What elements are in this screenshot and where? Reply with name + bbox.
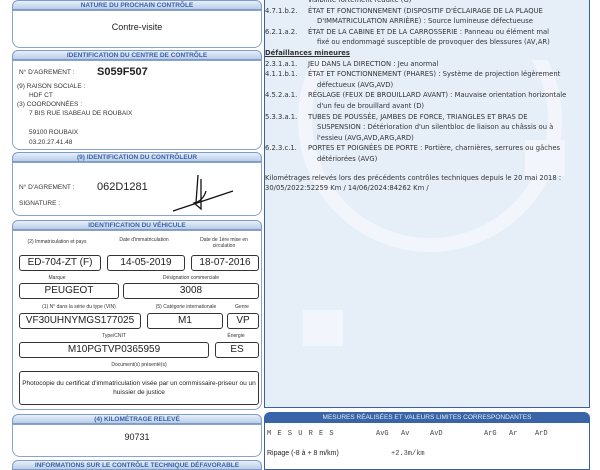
type-label: Type/CNIT	[102, 333, 126, 339]
center-box: N° D'AGREMENT : S059F507 (9) RAISON SOCI…	[12, 60, 262, 150]
defect-text: 30/05/2022:52259 Km / 14/06/2024:84262 K…	[265, 184, 429, 193]
defect-text: d'un feu de brouillard avant (D)	[317, 102, 425, 110]
center-agrement: S059F507	[97, 66, 148, 78]
defect-code: 6.2.1.a.2.	[265, 27, 298, 36]
energie-field: ES	[215, 342, 259, 358]
next-control-header: NATURE DU PROCHAIN CONTRÔLE	[12, 0, 262, 10]
measures-title: M E S U R E S	[267, 430, 335, 438]
designation-field: 3008	[123, 283, 259, 299]
defect-text: Défaillances mineures	[265, 49, 350, 57]
mileage-header: (4) KILOMÉTRAGE RELEVÉ	[12, 414, 262, 424]
ripage-value: +2.3m/km	[391, 450, 425, 458]
mileage-box: 90731	[12, 424, 262, 457]
defect-text: ÉTAT ET FONCTIONNEMENT (DISPOSITIF D'ÉCL…	[308, 6, 543, 15]
col-ar: Ar	[509, 430, 518, 438]
vehicle-box: (2) Immatriculation et pays Date d'immat…	[12, 230, 262, 410]
date-first-label: Date de 1ère mise en circulation	[200, 237, 248, 249]
address: 7 BIS RUE ISABEAU DE ROUBAIX	[29, 110, 133, 117]
defect-text: RÉGLAGE (FEUX DE BROUILLARD AVANT) : Mau…	[308, 91, 567, 100]
mileage-value: 90731	[124, 432, 150, 442]
defect-text: D'IMMATRICULATION ARRIÈRE) : Source lumi…	[317, 17, 533, 26]
docs-label: Document(s) présenté(s)	[111, 362, 167, 368]
defect-code: 5.3.3.a.1.	[265, 112, 298, 121]
energie-label: Énergie	[227, 333, 245, 339]
defect-text: visibilité fortement réduite (G)	[308, 0, 412, 4]
defect-code: 2.3.1.a.1.	[265, 59, 298, 68]
center-agrement-label: N° D'AGREMENT :	[19, 69, 75, 76]
col-arg: ArG	[484, 430, 497, 438]
date-immat-field: 14-05-2019	[107, 255, 185, 271]
immat-field: ED-704-ZT (F)	[19, 255, 101, 271]
defect-text: TUBES DE POUSSÉE, JAMBES DE FORCE, TRIAN…	[308, 112, 528, 121]
next-control-box: Contre-visite	[12, 10, 262, 48]
defect-text: SUSPENSION : Détérioration d'un silentbl…	[317, 123, 554, 132]
watermark-logo	[298, 60, 565, 346]
phone: 03.20.27.41.48	[29, 139, 73, 146]
controller-agrement-label: N° D'AGREMENT :	[19, 184, 75, 191]
unfavorable-header: INFORMATIONS SUR LE CONTRÔLE TECHNIQUE D…	[12, 460, 262, 470]
genre-label: Genre	[235, 304, 249, 310]
defect-text: l'essieu (AVG,AVD,ARG,ARD)	[317, 133, 414, 142]
defect-text: fixé ou endommagé susceptible de provoqu…	[317, 38, 550, 47]
vin-field: VF30UHNYMGS177025	[19, 313, 141, 329]
vehicle-header: IDENTIFICATION DU VÉHICULE	[12, 220, 262, 230]
defect-text: détériorées (AVG)	[317, 155, 378, 163]
col-avd: AvD	[430, 430, 443, 438]
city: 59100 ROUBAIX	[29, 129, 79, 136]
raison-label: (9) RAISON SOCIALE :	[17, 83, 86, 90]
type-field: M10PGTVP0365959	[19, 342, 209, 358]
col-av: Av	[401, 430, 410, 438]
docs-field: Photocopie du certificat d'immatriculati…	[19, 371, 259, 405]
date-immat-label: Date d'immatriculation	[119, 237, 169, 243]
defect-text: ÉTAT ET FONCTIONNEMENT (PHARES) : Systèm…	[308, 70, 561, 79]
genre-field: VP	[227, 313, 259, 329]
vin-label: (1) N° dans la série du type (VIN)	[42, 304, 116, 310]
controller-header: (9) IDENTIFICATION DU CONTRÔLEUR	[12, 152, 262, 162]
signature-label: SIGNATURE :	[19, 200, 61, 207]
measures-box: M E S U R E S AvG Av AvD ArG Ar ArD Ripa…	[264, 423, 590, 470]
defect-text: défectueux (AVG,AVD)	[317, 80, 394, 89]
marque-label: Marque	[48, 275, 66, 281]
defect-text: JEU DANS LA DIRECTION : Jeu anormal	[308, 59, 439, 68]
coord-label: (3) COORDONNÉES :	[17, 101, 83, 108]
immat-label: (2) Immatriculation et pays	[27, 239, 87, 245]
defect-code: 4.1.1.b.1.	[265, 70, 298, 79]
categorie-field: M1	[147, 313, 223, 329]
defects-panel: visibilité fortement réduite (G) 4.7.1.b.…	[264, 0, 590, 408]
signature-image	[172, 174, 234, 212]
col-avg: AvG	[376, 430, 389, 438]
controller-agrement: 062D1281	[97, 181, 148, 193]
designation-label: Désignation commerciale	[162, 275, 220, 281]
col-ard: ArD	[535, 430, 548, 438]
measures-header: MESURES RÉALISÉES ET VALEURS LIMITES COR…	[264, 412, 590, 423]
defect-text: Kilométrages relevés lors des précédents…	[265, 173, 562, 182]
categorie-label: (5) Catégorie internationale	[155, 304, 217, 310]
defect-code: 6.2.3.c.1.	[265, 144, 297, 153]
raison-value: HDF CT	[29, 92, 53, 99]
marque-field: PEUGEOT	[19, 283, 119, 299]
defect-code: 4.5.2.a.1.	[265, 91, 298, 100]
ripage-label: Ripage (-8 à + 8 m/km)	[267, 450, 339, 457]
defect-text: ÉTAT DE LA CABINE ET DE LA CARROSSERIE :…	[308, 27, 550, 36]
next-control-value: Contre-visite	[111, 22, 163, 32]
defect-code: 4.7.1.b.2.	[265, 6, 298, 15]
controller-box: N° D'AGREMENT : 062D1281 SIGNATURE :	[12, 162, 262, 216]
date-first-field: 18-07-2016	[191, 255, 259, 271]
defect-text: PORTES ET POIGNÉES DE PORTE : Portière, …	[308, 144, 561, 153]
center-header: IDENTIFICATION DU CENTRE DE CONTRÔLE	[12, 50, 262, 60]
